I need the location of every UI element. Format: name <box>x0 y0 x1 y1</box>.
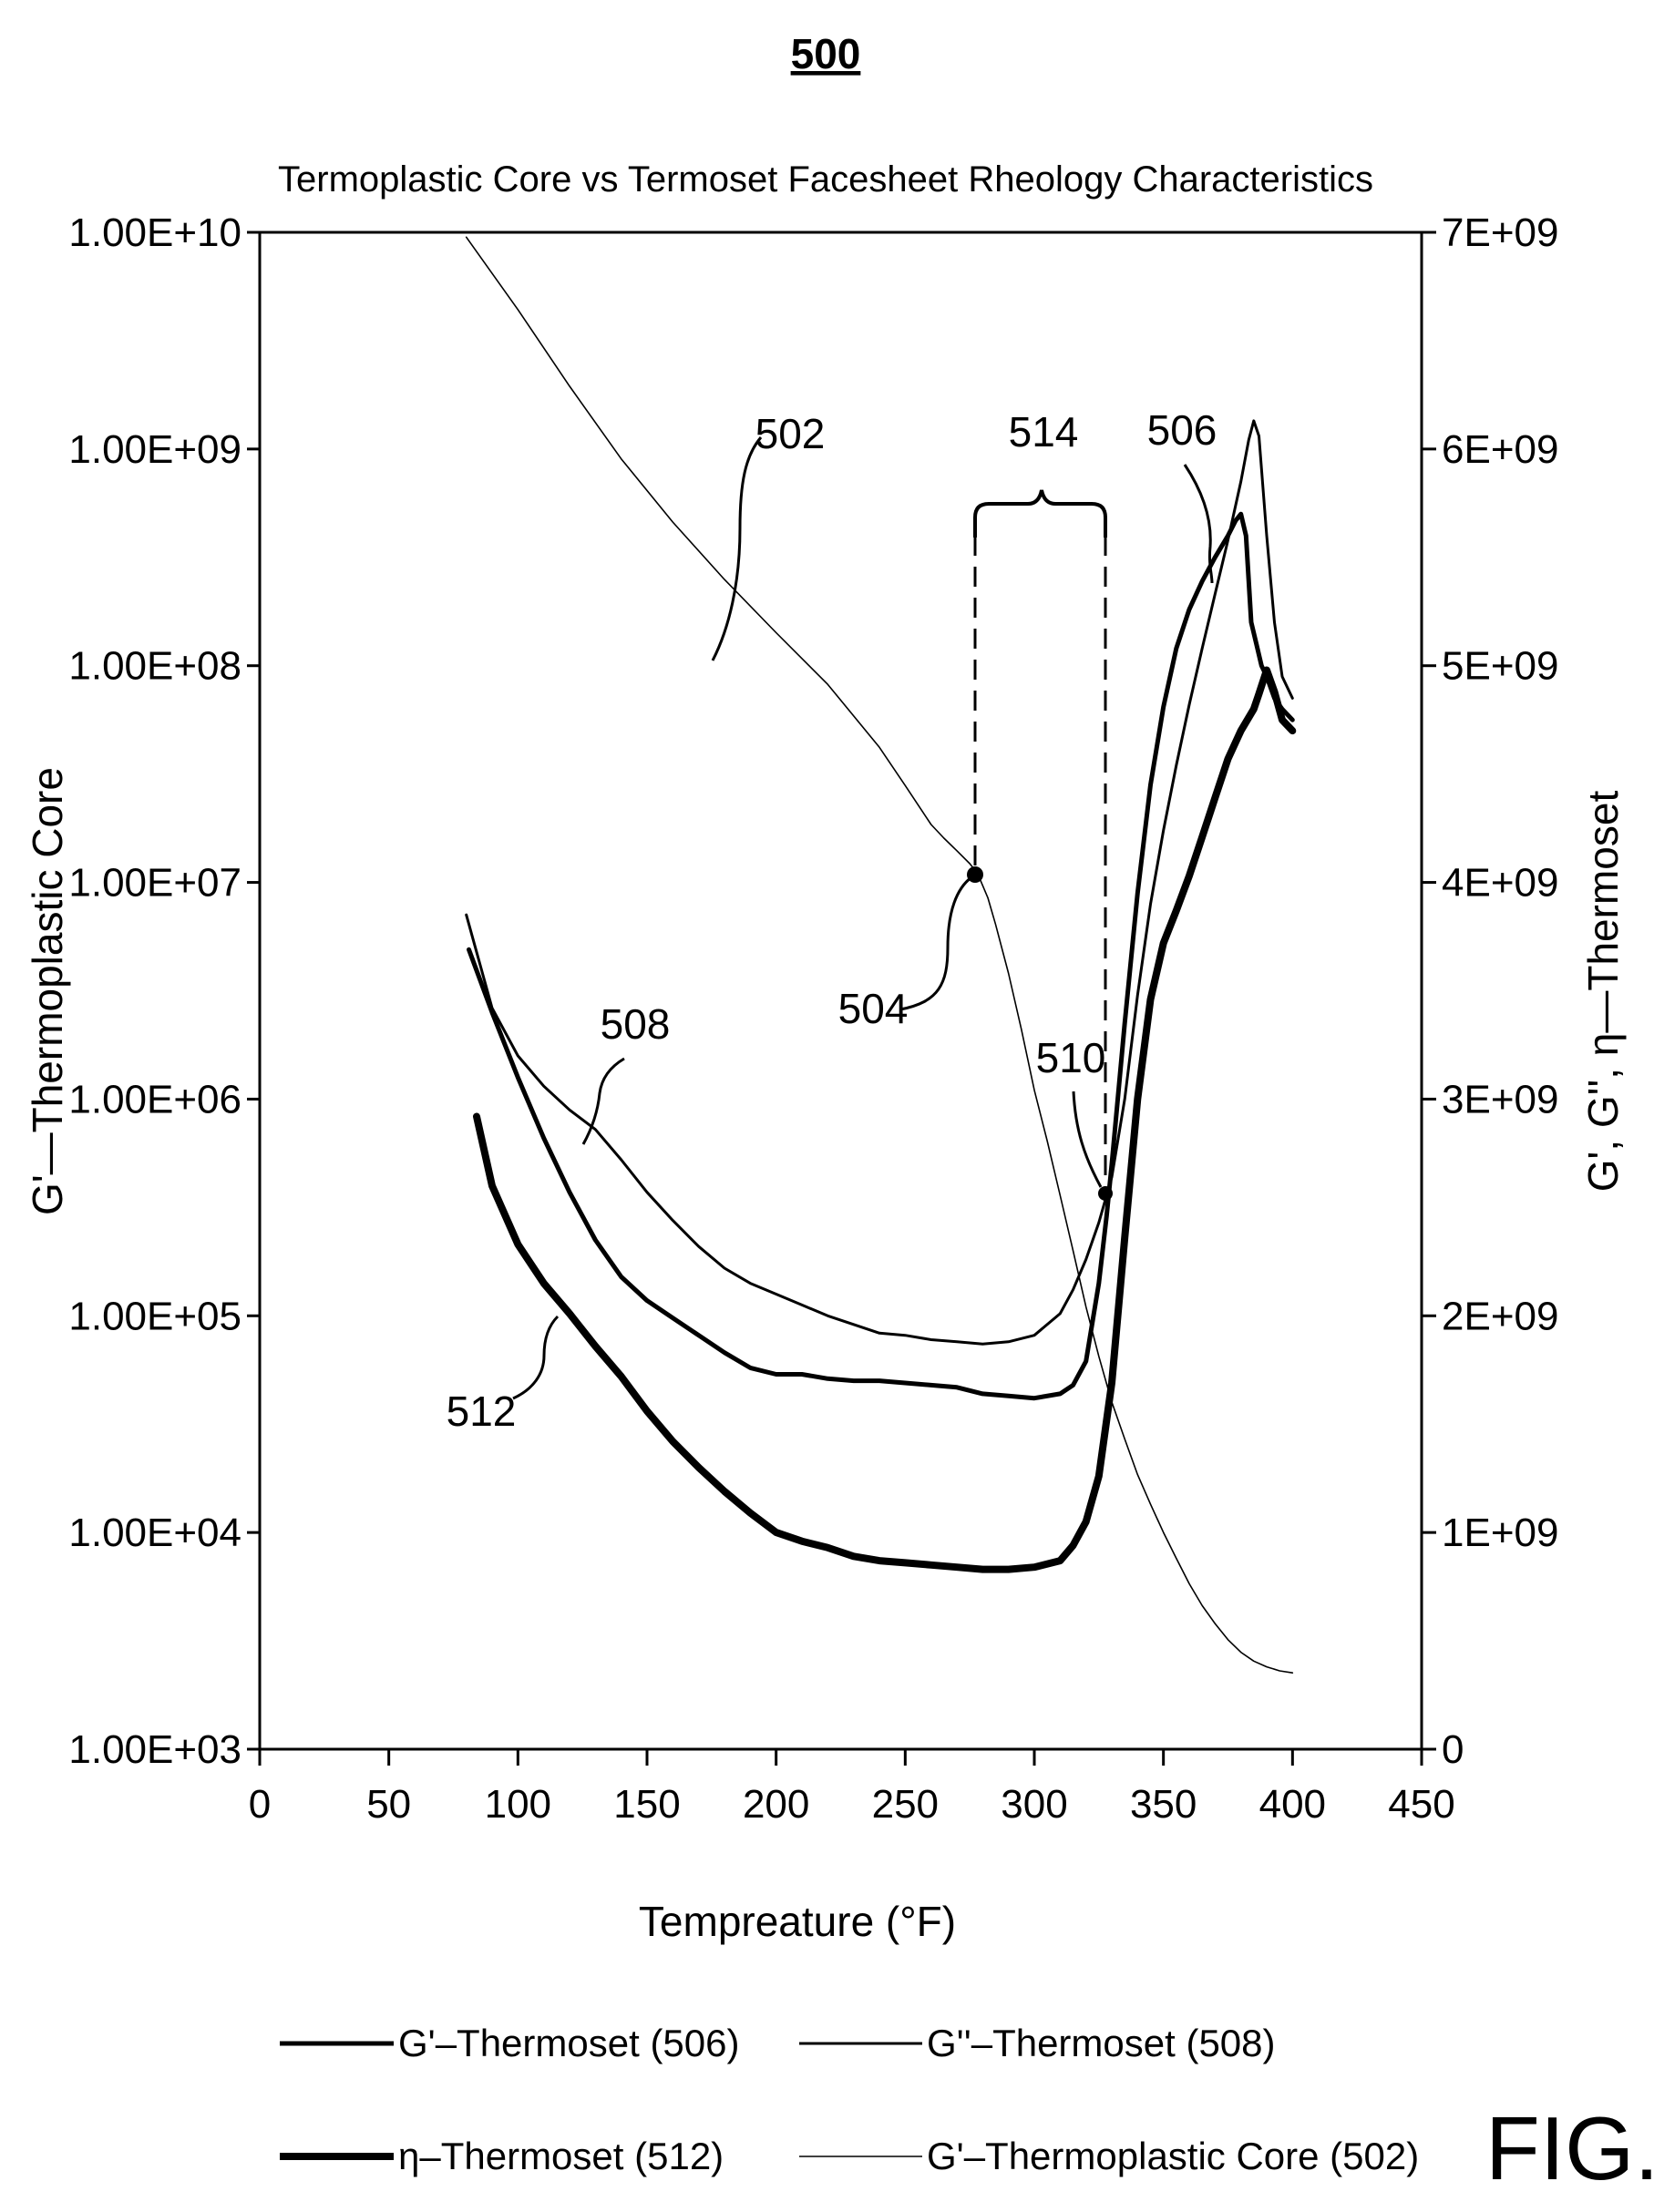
x-tick-label: 400 <box>1259 1782 1326 1827</box>
annotation-514: 514 <box>973 408 1107 1189</box>
right-y-axis-label: G', G'', η—Thermoset <box>1579 791 1627 1193</box>
x-tick-label: 300 <box>1001 1782 1067 1827</box>
legend-label-502: G'–Thermoplastic Core (502) <box>927 2135 1419 2177</box>
label-510: 510 <box>1036 1034 1106 1081</box>
right-y-tick-label: 0 <box>1442 1727 1464 1772</box>
x-tick-label: 100 <box>485 1782 551 1827</box>
annotation-512: 512 <box>447 1315 560 1435</box>
leader-508 <box>581 1057 625 1145</box>
label-514: 514 <box>1009 408 1079 456</box>
annotation-506: 506 <box>1147 406 1217 584</box>
left-y-axis: 1.00E+03 1.00E+04 1.00E+05 1.00E+06 1.00E+07… <box>68 210 260 1772</box>
right-y-tick-label: 3E+09 <box>1442 1077 1558 1121</box>
x-tick-label: 0 <box>249 1782 271 1827</box>
leader-506 <box>1183 464 1214 584</box>
label-508: 508 <box>601 1000 671 1048</box>
annotation-504: 504 <box>838 876 972 1032</box>
right-y-tick-label: 1E+09 <box>1442 1511 1558 1555</box>
label-504: 504 <box>838 985 909 1032</box>
series-line-508 <box>465 419 1294 1346</box>
figure-label: FIG. 5 <box>1485 2098 1654 2198</box>
x-axis: 0 50 100 150 200 250 300 350 400 450 <box>249 1749 1455 1827</box>
label-502: 502 <box>755 410 826 457</box>
right-y-tick-label: 2E+09 <box>1442 1294 1558 1338</box>
plot-frame <box>258 230 1423 1751</box>
left-y-axis-label: G'—Thermoplastic Core <box>24 767 71 1215</box>
legend-label-512: η–Thermoset (512) <box>398 2135 724 2177</box>
left-y-tick-label: 1.00E+09 <box>68 427 241 472</box>
annotation-502: 502 <box>711 410 826 661</box>
left-y-tick-label: 1.00E+04 <box>68 1511 241 1555</box>
legend: G'–Thermoset (506) G''–Thermoset (508) η… <box>280 2022 1419 2177</box>
series-line-506 <box>467 511 1295 1401</box>
legend-entry-506: G'–Thermoset (506) <box>280 2022 740 2064</box>
annotation-508: 508 <box>581 1000 671 1145</box>
x-tick-label: 250 <box>872 1782 939 1827</box>
x-tick-label: 350 <box>1130 1782 1197 1827</box>
right-y-axis: 0 1E+09 2E+09 3E+09 4E+09 5E+09 6E+09 7E+09 <box>1422 210 1558 1772</box>
series-line-512 <box>473 666 1297 1573</box>
x-axis-label: Tempreature (°F) <box>639 1898 956 1945</box>
leader-512 <box>512 1315 560 1400</box>
left-y-tick-label: 1.00E+06 <box>68 1077 241 1121</box>
legend-entry-502: G'–Thermoplastic Core (502) <box>799 2135 1419 2177</box>
brace-514 <box>973 489 1107 538</box>
chart-title: Termoplastic Core vs Termoset Facesheet … <box>278 159 1373 200</box>
leader-504 <box>899 876 972 1011</box>
leader-510 <box>1072 1091 1103 1188</box>
right-y-tick-label: 4E+09 <box>1442 861 1558 906</box>
figure-number: 500 <box>791 30 861 77</box>
x-tick-label: 50 <box>366 1782 411 1827</box>
left-y-tick-label: 1.00E+10 <box>68 210 241 255</box>
right-y-tick-label: 7E+09 <box>1442 210 1558 255</box>
x-tick-label: 450 <box>1388 1782 1454 1827</box>
left-y-tick-label: 1.00E+07 <box>68 861 241 906</box>
leader-502 <box>711 436 763 661</box>
label-512: 512 <box>447 1388 517 1435</box>
legend-entry-512: η–Thermoset (512) <box>280 2135 724 2177</box>
series-line-502 <box>465 236 1294 1674</box>
legend-label-508: G''–Thermoset (508) <box>927 2022 1276 2064</box>
point-510 <box>1098 1186 1113 1201</box>
legend-entry-508: G''–Thermoset (508) <box>799 2022 1276 2064</box>
x-tick-label: 150 <box>613 1782 680 1827</box>
label-506: 506 <box>1147 406 1217 454</box>
annotation-510: 510 <box>1036 1034 1106 1188</box>
right-y-tick-label: 5E+09 <box>1442 644 1558 689</box>
legend-label-506: G'–Thermoset (506) <box>398 2022 740 2064</box>
left-y-tick-label: 1.00E+03 <box>68 1727 241 1772</box>
left-y-tick-label: 1.00E+05 <box>68 1294 241 1338</box>
x-tick-label: 200 <box>743 1782 809 1827</box>
series-layer <box>465 236 1297 1674</box>
left-y-tick-label: 1.00E+08 <box>68 644 241 689</box>
right-y-tick-label: 6E+09 <box>1442 427 1558 472</box>
